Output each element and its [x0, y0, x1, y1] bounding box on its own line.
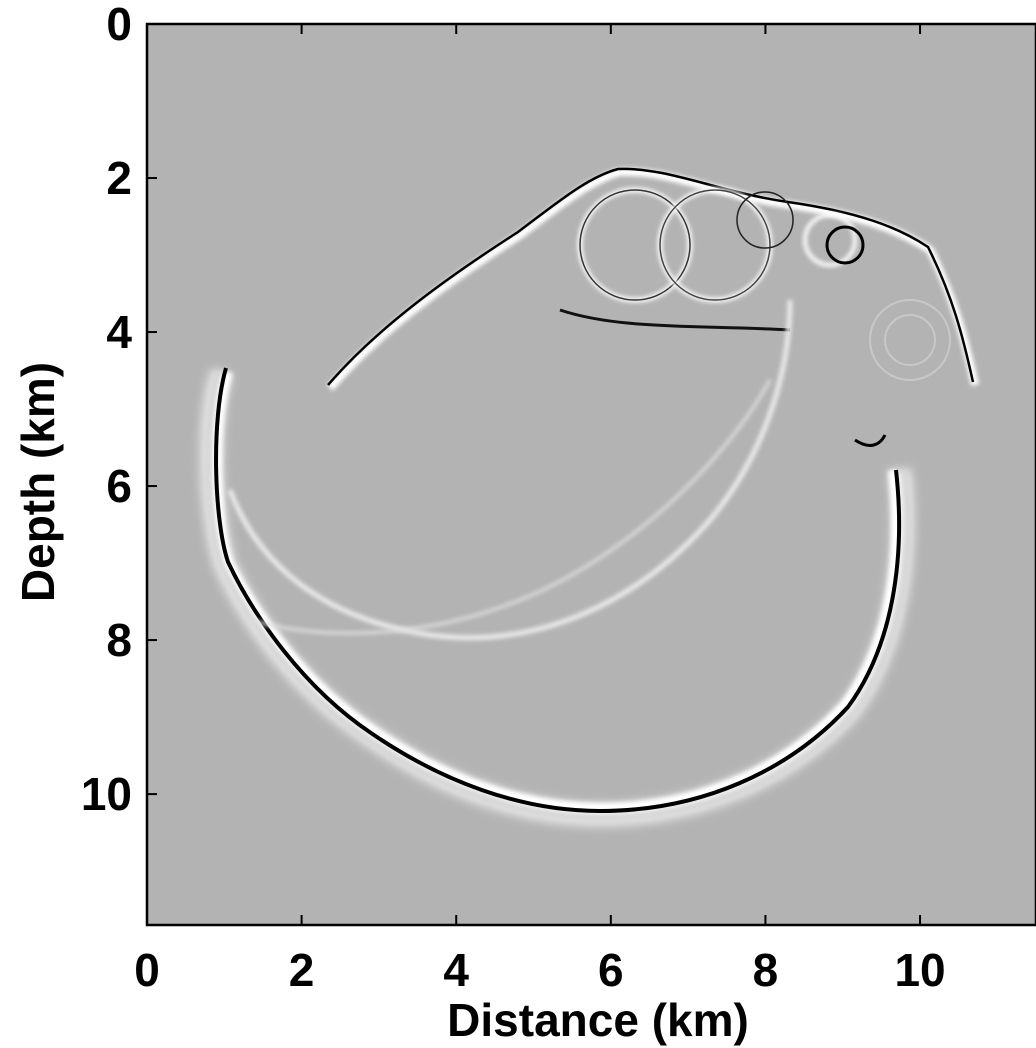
x-tick-label: 10 — [894, 944, 945, 996]
x-tick-label: 0 — [134, 944, 160, 996]
x-tick-label: 8 — [753, 944, 779, 996]
y-tick-label: 0 — [106, 0, 132, 50]
plot-area — [147, 24, 1036, 925]
y-tick-label: 8 — [106, 614, 132, 666]
y-axis-label: Depth (km) — [12, 362, 64, 602]
wavefield — [200, 167, 979, 827]
y-tick-label: 6 — [106, 460, 132, 512]
plot-frame — [145, 22, 1036, 927]
x-tick-label: 4 — [443, 944, 469, 996]
x-tick-label: 2 — [289, 944, 315, 996]
x-tick-label: 6 — [598, 944, 624, 996]
y-tick-label: 10 — [81, 768, 132, 820]
y-tick-label: 2 — [106, 152, 132, 204]
x-axis-label: Distance (km) — [447, 994, 749, 1046]
y-tick-label: 4 — [106, 306, 132, 358]
